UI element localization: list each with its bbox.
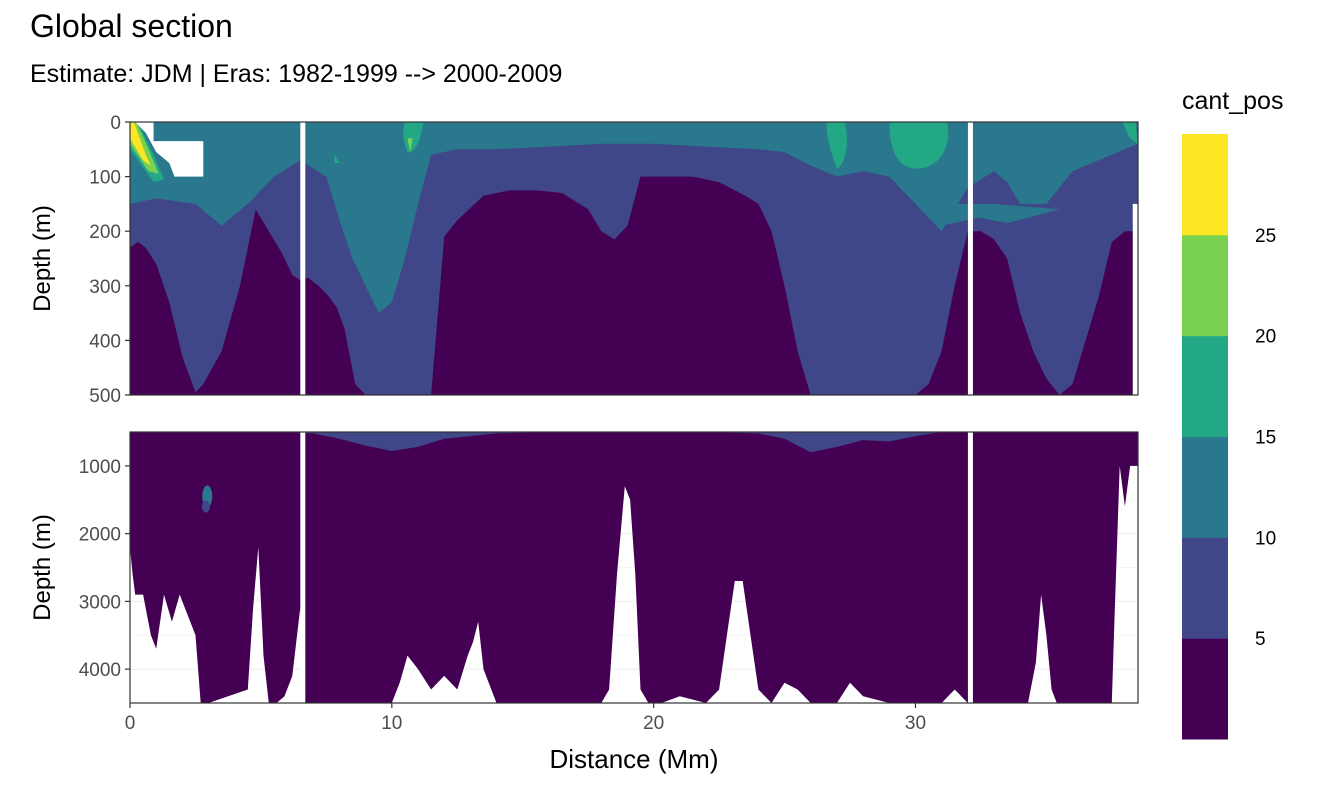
- y-tick-label: 200: [89, 222, 121, 243]
- chart-subtitle: Estimate: JDM | Eras: 1982-1999 --> 2000…: [30, 60, 563, 88]
- legend-swatch: [1182, 335, 1228, 437]
- chart-title: Global section: [30, 8, 233, 44]
- contour-15-20: [889, 122, 949, 169]
- missing-data: [135, 122, 204, 177]
- x-tick-label: 20: [643, 713, 664, 734]
- section-gap: [967, 122, 973, 395]
- y-tick-label: 4000: [79, 660, 121, 681]
- lower-panel-border: [129, 431, 1139, 704]
- contour-5-10: [201, 500, 210, 513]
- y-tick-label: 1000: [79, 457, 121, 478]
- y-tick-label: 2000: [79, 525, 121, 546]
- contour-15-20: [826, 122, 847, 169]
- legend-swatch: [1182, 134, 1228, 236]
- y-axis-label: Depth (m): [29, 514, 56, 621]
- missing-data: [1132, 203, 1138, 395]
- section-gap: [300, 432, 306, 703]
- y-tick-label: 3000: [79, 592, 121, 613]
- legend-label: 5: [1255, 629, 1266, 650]
- legend: cant_pos 5 10 15 20 25: [1182, 87, 1283, 740]
- y-tick-label: 300: [89, 277, 121, 298]
- y-tick-label: 100: [89, 168, 121, 189]
- contour-20-25: [407, 138, 413, 153]
- contour-15-20: [1122, 122, 1138, 144]
- contour-5-10: [130, 432, 1138, 453]
- section-gap: [300, 122, 306, 395]
- y-tick-label: 0: [110, 113, 121, 134]
- lower-panel: 1000 2000 3000 4000 Depth (m): [29, 431, 1139, 704]
- legend-swatch: [1182, 234, 1228, 337]
- contour-15-20: [403, 122, 424, 153]
- x-tick-label: 30: [905, 713, 926, 734]
- contour-10-15: [915, 203, 1060, 226]
- y-tick-label: 400: [89, 331, 121, 352]
- legend-label: 25: [1255, 226, 1276, 247]
- legend-label: 15: [1255, 428, 1276, 449]
- upper-panel: 0 100 200 300 400 500 Depth (m): [29, 113, 1139, 407]
- upper-panel-border: [129, 121, 1139, 396]
- legend-label: 10: [1255, 528, 1276, 549]
- y-axis-label: Depth (m): [29, 205, 56, 312]
- y-tick-label: 500: [89, 386, 121, 407]
- legend-title: cant_pos: [1182, 87, 1283, 115]
- contour-lt-5: [130, 176, 1138, 395]
- contour-15-20: [334, 154, 340, 163]
- section-gap: [967, 432, 973, 703]
- legend-label: 20: [1255, 327, 1276, 348]
- x-tick-label: 0: [125, 713, 136, 734]
- legend-swatch: [1182, 436, 1228, 538]
- x-axis-label: Distance (Mm): [549, 744, 718, 774]
- x-tick-label: 10: [381, 713, 402, 734]
- contour-gt-25: [130, 122, 151, 166]
- contour-lt-5: [130, 432, 1138, 703]
- legend-swatch: [1182, 537, 1228, 639]
- legend-swatch: [1182, 638, 1228, 740]
